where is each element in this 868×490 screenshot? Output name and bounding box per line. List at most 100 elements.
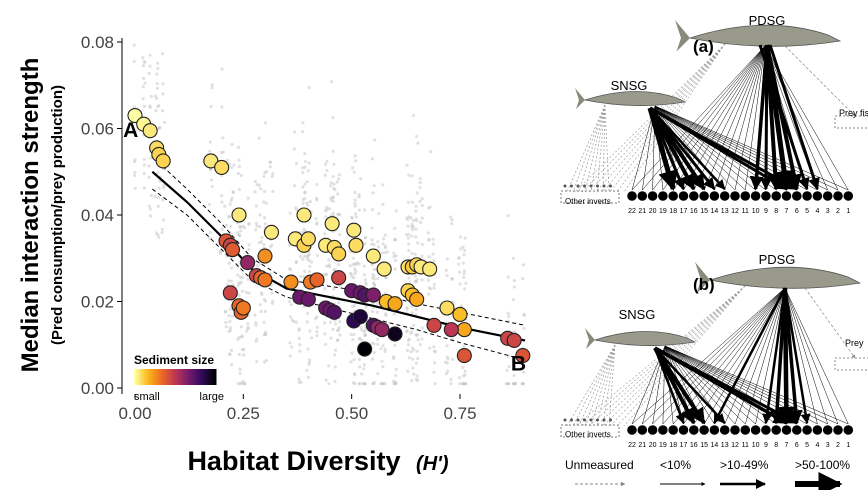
raw-dot (349, 215, 354, 219)
prey-node (833, 191, 843, 201)
y-tick-label: 0.02 (81, 293, 114, 312)
site-point-71 (387, 326, 403, 342)
prey-node (689, 425, 699, 435)
prey-node (781, 425, 792, 435)
raw-dot (426, 231, 430, 235)
raw-dot (257, 183, 262, 187)
raw-dot (394, 209, 398, 213)
raw-dot (393, 267, 397, 271)
heavy-link (762, 287, 787, 424)
prey-node (781, 191, 792, 201)
raw-dot (407, 276, 411, 280)
raw-dot (327, 207, 332, 211)
raw-dot (264, 201, 268, 205)
raw-dot (507, 364, 511, 369)
raw-dot (308, 200, 312, 204)
raw-dot (352, 372, 357, 376)
raw-dot (241, 224, 245, 228)
raw-dot (323, 232, 327, 236)
thin-link (734, 287, 786, 425)
legend-swatch (156, 369, 160, 385)
site-point-45 (456, 348, 472, 364)
raw-dot (352, 170, 356, 174)
legend-swatch (138, 369, 141, 385)
point-label-A: A (123, 119, 138, 142)
raw-dot (221, 150, 225, 154)
prey-node (709, 425, 720, 435)
raw-dot (457, 376, 462, 380)
raw-dot (370, 310, 375, 314)
raw-dot (335, 180, 339, 184)
raw-dot (336, 192, 340, 196)
raw-dot (511, 382, 516, 386)
x-axis-title-symbol: (H') (416, 453, 449, 475)
raw-dot (309, 336, 314, 340)
raw-dot (156, 204, 160, 208)
raw-dot (376, 342, 380, 346)
site-point-44 (443, 322, 459, 338)
prey-node (658, 191, 668, 201)
raw-dot (263, 330, 268, 334)
prey-node-number: 14 (711, 442, 719, 449)
thin-link (734, 45, 766, 191)
raw-dot (263, 121, 268, 125)
thin-link (654, 105, 849, 191)
raw-dot (208, 230, 212, 235)
raw-dot (415, 374, 419, 378)
raw-dot (381, 237, 386, 241)
raw-dot (405, 163, 409, 167)
raw-dot (294, 320, 299, 324)
legend-swatch (205, 369, 209, 385)
raw-dot (153, 194, 157, 198)
prey-node-number: 2 (836, 208, 840, 215)
raw-dot (392, 379, 396, 383)
site-point-15 (257, 272, 273, 288)
raw-dot (458, 235, 462, 239)
raw-dot (377, 211, 381, 216)
raw-dot (410, 379, 414, 383)
raw-dot (411, 113, 416, 118)
prey-node-number: 20 (649, 442, 657, 449)
raw-dot (322, 321, 327, 325)
raw-dot (306, 311, 310, 316)
raw-dot (253, 179, 257, 184)
invert-dot (602, 418, 606, 422)
prey-fish-label-a: Prey fis (839, 108, 868, 118)
prey-node-number: 2 (836, 442, 840, 449)
raw-dot (444, 268, 448, 272)
legend-swatch (144, 369, 147, 385)
raw-dot (306, 169, 310, 173)
raw-dot (239, 325, 243, 329)
raw-dot (292, 184, 297, 188)
invert-dot (596, 418, 599, 422)
unmeasured-line (604, 104, 610, 193)
raw-dot (292, 147, 296, 151)
raw-dot (420, 197, 424, 201)
unmeasured-line (572, 344, 616, 427)
raw-dot (414, 204, 418, 208)
legend-swatch (193, 369, 196, 385)
raw-dot (331, 149, 335, 153)
raw-dot (414, 307, 418, 311)
prey-node (668, 425, 678, 435)
heavy-link (654, 346, 798, 425)
raw-dot (351, 166, 355, 170)
raw-dot (258, 213, 262, 217)
raw-dot (301, 171, 305, 175)
prey-node-number: 17 (680, 208, 688, 215)
raw-dot (314, 196, 319, 200)
raw-dot (381, 202, 385, 207)
raw-dot (324, 342, 328, 346)
raw-dot (392, 251, 396, 255)
invert-dot (589, 418, 593, 422)
raw-dot (406, 369, 410, 373)
raw-dot (407, 173, 411, 177)
raw-dot (420, 337, 424, 341)
raw-dot (511, 256, 516, 261)
raw-dot (348, 264, 352, 268)
raw-dot (288, 341, 292, 345)
raw-dot (410, 234, 414, 238)
raw-dot (336, 212, 340, 217)
interaction-strength-chart: Median interaction strength (Pred consum… (17, 33, 531, 476)
raw-dot (147, 204, 151, 208)
